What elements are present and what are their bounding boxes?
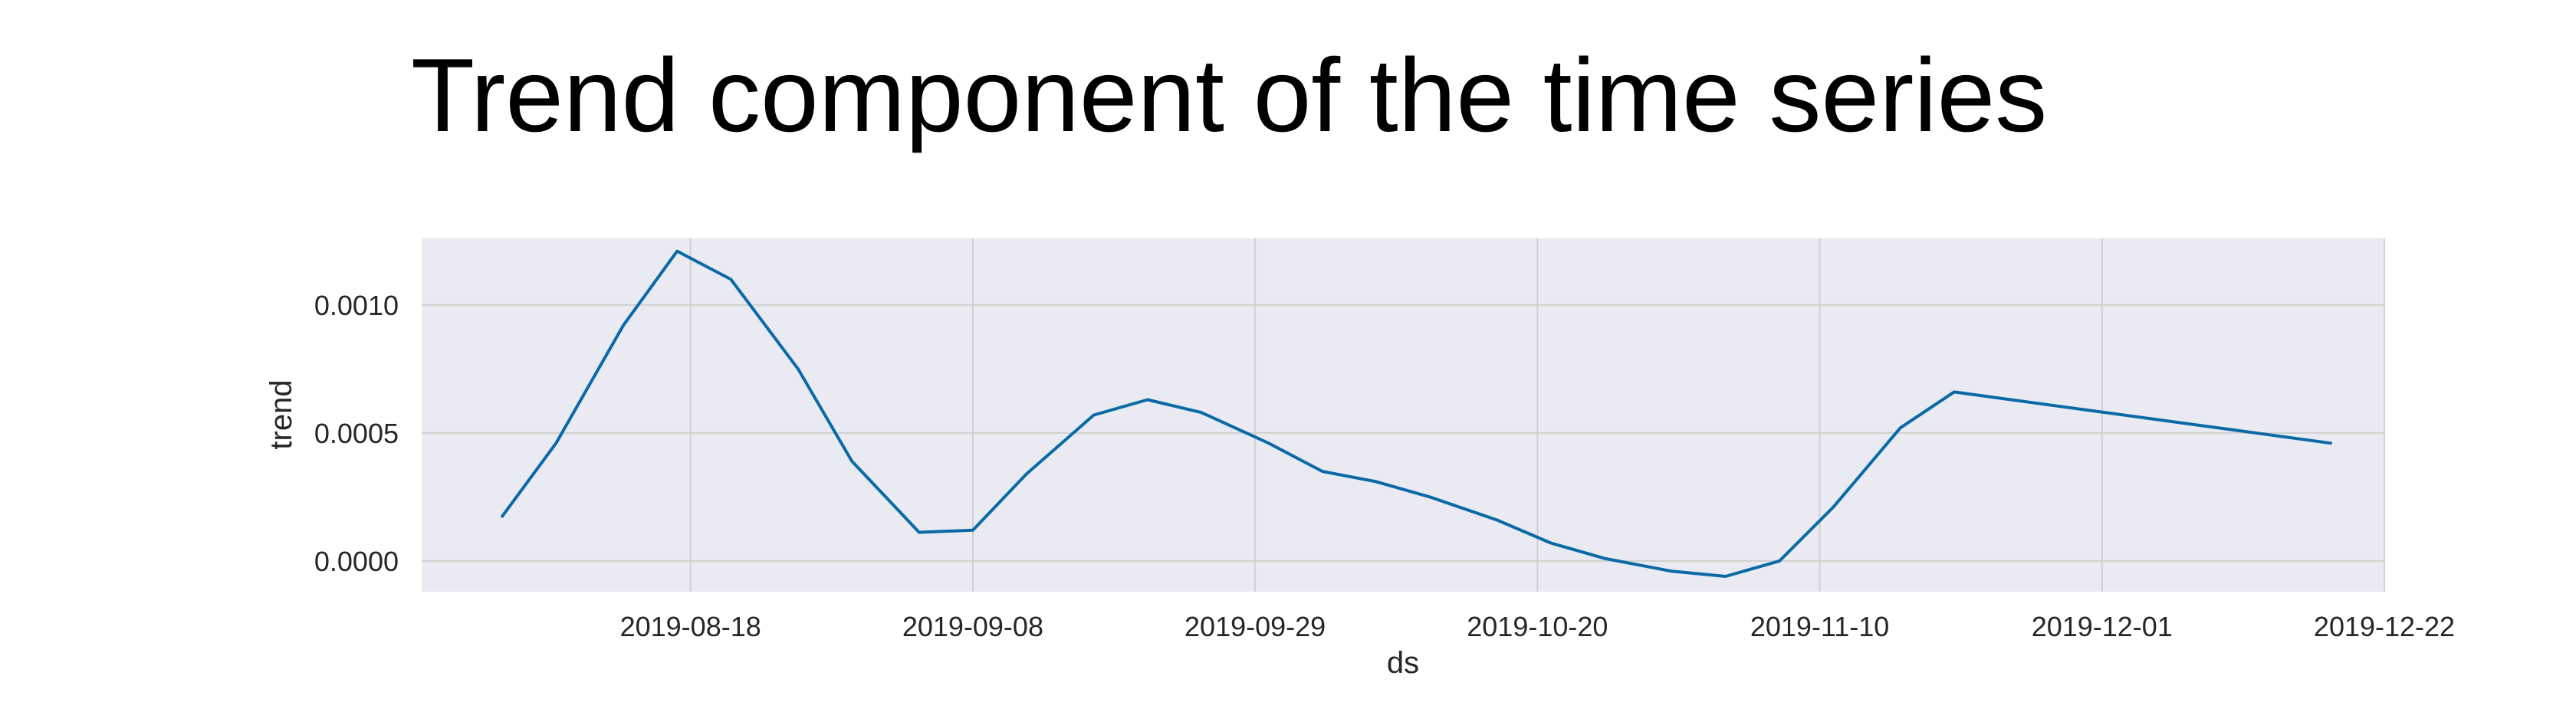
plot-area <box>422 238 2384 592</box>
trend-data-point <box>1200 411 1203 414</box>
trend-data-point <box>1321 470 1324 473</box>
trend-data-point <box>1832 506 1835 509</box>
trend-data-point <box>1146 399 1149 402</box>
trend-data-point <box>501 515 504 518</box>
y-axis-label: trend <box>264 379 298 449</box>
trend-data-point <box>1375 480 1378 483</box>
trend-data-point <box>675 250 678 253</box>
trend-data-point <box>729 277 732 281</box>
trend-data-point <box>1025 472 1028 475</box>
y-tick-label: 0.0005 <box>314 418 399 449</box>
trend-data-point <box>1092 414 1096 417</box>
x-tick-label: 2019-10-20 <box>1467 611 1608 642</box>
trend-data-point <box>622 324 625 327</box>
series-layer <box>501 249 2332 578</box>
trend-data-point <box>1899 426 1902 429</box>
trend-data-point <box>850 460 853 463</box>
trend-data-point <box>918 531 921 534</box>
x-tick-label: 2019-12-22 <box>2314 611 2455 642</box>
chart-title: Trend component of the time series <box>411 37 2048 153</box>
x-axis-label: ds <box>1387 646 1419 680</box>
trend-data-point <box>1603 557 1606 560</box>
trend-data-point <box>971 529 974 532</box>
trend-data-point <box>2329 441 2332 445</box>
y-tick-label: 0.0000 <box>314 546 399 577</box>
trend-data-point <box>1953 390 1956 393</box>
x-tick-label: 2019-12-01 <box>2032 611 2173 642</box>
trend-data-point <box>1267 441 1270 445</box>
trend-data-point <box>1549 542 1552 545</box>
trend-data-point <box>797 367 800 370</box>
trend-data-point <box>1724 575 1727 578</box>
x-tick-label: 2019-08-18 <box>620 611 761 642</box>
trend-data-point <box>1671 569 1674 573</box>
y-tick-label: 0.0010 <box>314 290 399 321</box>
x-tick-label: 2019-09-08 <box>902 611 1043 642</box>
x-tick-label: 2019-11-10 <box>1750 611 1889 642</box>
trend-data-point <box>1778 560 1781 563</box>
y-tick-labels: 0.0000 0.0005 0.0010 <box>314 290 399 577</box>
trend-series-line <box>501 249 2332 578</box>
x-tick-labels: 2019-08-18 2019-09-08 2019-09-29 2019-10-20… <box>620 611 2455 642</box>
trend-data-point <box>1428 495 1431 498</box>
x-tick-label: 2019-09-29 <box>1184 611 1326 642</box>
trend-data-point <box>554 441 557 445</box>
trend-data-point <box>1496 519 1499 522</box>
